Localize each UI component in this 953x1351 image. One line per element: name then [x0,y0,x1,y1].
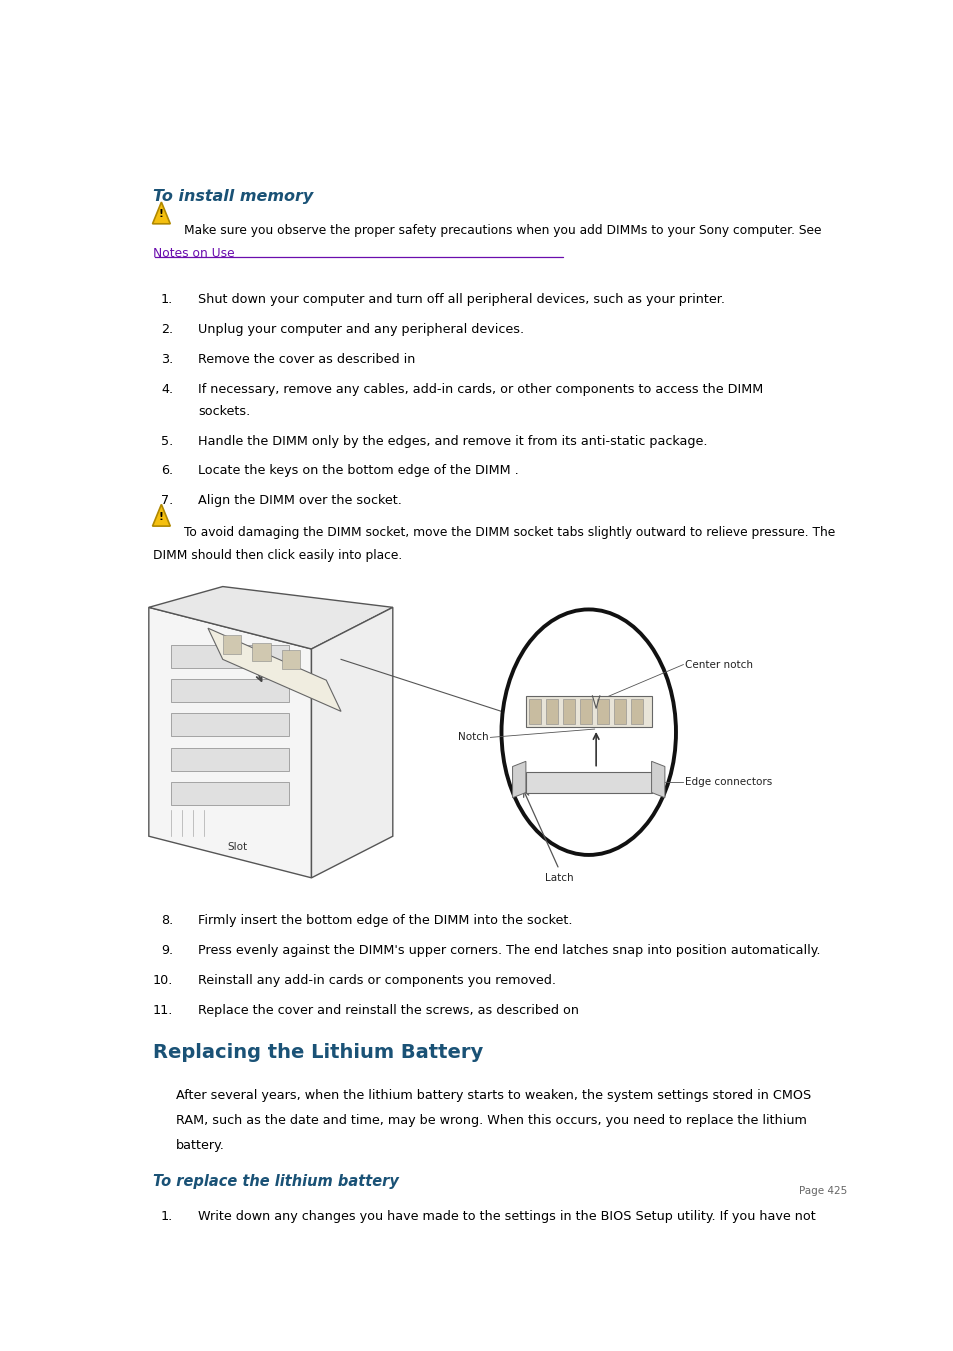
Text: RAM, such as the date and time, may be wrong. When this occurs, you need to repl: RAM, such as the date and time, may be w… [176,1115,806,1127]
Text: To install memory: To install memory [152,189,313,204]
FancyBboxPatch shape [525,771,651,793]
Text: 3.: 3. [161,353,173,366]
Text: Remove the cover as described in: Remove the cover as described in [198,353,419,366]
FancyBboxPatch shape [171,644,289,667]
Text: Notes on Use: Notes on Use [152,247,233,259]
FancyBboxPatch shape [145,576,842,888]
Text: Make sure you observe the proper safety precautions when you add DIMMs to your S: Make sure you observe the proper safety … [183,224,821,236]
FancyBboxPatch shape [525,696,651,727]
Text: Page 425: Page 425 [799,1186,846,1196]
Text: Align the DIMM over the socket.: Align the DIMM over the socket. [198,494,402,507]
FancyBboxPatch shape [597,698,609,724]
Text: Center notch: Center notch [684,659,752,670]
Text: !: ! [159,209,164,219]
Text: Press evenly against the DIMM's upper corners. The end latches snap into positio: Press evenly against the DIMM's upper co… [198,944,820,957]
Text: 5.: 5. [161,435,173,447]
Text: 4.: 4. [161,382,173,396]
Polygon shape [152,203,170,224]
Text: 8.: 8. [161,915,173,927]
FancyBboxPatch shape [528,698,541,724]
Text: Latch: Latch [544,873,573,882]
Text: Replace the cover and reinstall the screws, as described on: Replace the cover and reinstall the scre… [198,1004,582,1017]
Polygon shape [651,762,664,797]
Text: 10.: 10. [152,974,173,986]
Text: Slot: Slot [227,842,248,852]
Text: 2.: 2. [161,323,173,336]
FancyBboxPatch shape [613,698,626,724]
Text: To replace the lithium battery: To replace the lithium battery [152,1174,398,1189]
FancyBboxPatch shape [562,698,575,724]
FancyBboxPatch shape [282,650,300,669]
FancyBboxPatch shape [579,698,592,724]
Text: DIMM should then click easily into place.: DIMM should then click easily into place… [152,550,401,562]
Text: 7.: 7. [161,494,173,507]
Text: battery.: battery. [176,1139,225,1152]
Text: Edge connectors: Edge connectors [684,777,771,788]
Text: 9.: 9. [161,944,173,957]
Text: Unplug your computer and any peripheral devices.: Unplug your computer and any peripheral … [198,323,524,336]
Text: Reinstall any add-in cards or components you removed.: Reinstall any add-in cards or components… [198,974,556,986]
Text: 6.: 6. [161,465,173,477]
Text: 11.: 11. [152,1004,173,1017]
Polygon shape [311,608,393,878]
Text: After several years, when the lithium battery starts to weaken, the system setti: After several years, when the lithium ba… [176,1089,811,1102]
Text: Shut down your computer and turn off all peripheral devices, such as your printe: Shut down your computer and turn off all… [198,293,724,307]
Text: 1.: 1. [161,293,173,307]
FancyBboxPatch shape [171,782,289,805]
Text: Firmly insert the bottom edge of the DIMM into the socket.: Firmly insert the bottom edge of the DIM… [198,915,572,927]
FancyBboxPatch shape [171,713,289,736]
FancyBboxPatch shape [171,680,289,703]
Polygon shape [512,762,525,797]
FancyBboxPatch shape [222,635,241,654]
FancyBboxPatch shape [545,698,558,724]
Text: If necessary, remove any cables, add-in cards, or other components to access the: If necessary, remove any cables, add-in … [198,382,762,396]
FancyBboxPatch shape [252,643,271,662]
Polygon shape [149,608,311,878]
Text: Write down any changes you have made to the settings in the BIOS Setup utility. : Write down any changes you have made to … [198,1210,815,1223]
Text: Notch: Notch [457,732,488,743]
Text: To avoid damaging the DIMM socket, move the DIMM socket tabs slightly outward to: To avoid damaging the DIMM socket, move … [183,526,834,539]
Circle shape [501,609,676,855]
Text: !: ! [159,512,164,521]
Text: Replacing the Lithium Battery: Replacing the Lithium Battery [152,1043,482,1062]
Polygon shape [152,504,170,526]
Text: sockets.: sockets. [198,405,251,417]
Polygon shape [149,586,393,648]
Text: Handle the DIMM only by the edges, and remove it from its anti-static package.: Handle the DIMM only by the edges, and r… [198,435,707,447]
FancyBboxPatch shape [630,698,642,724]
Polygon shape [208,628,341,712]
Text: Locate the keys on the bottom edge of the DIMM .: Locate the keys on the bottom edge of th… [198,465,518,477]
Text: 1.: 1. [161,1210,173,1223]
FancyBboxPatch shape [171,748,289,770]
